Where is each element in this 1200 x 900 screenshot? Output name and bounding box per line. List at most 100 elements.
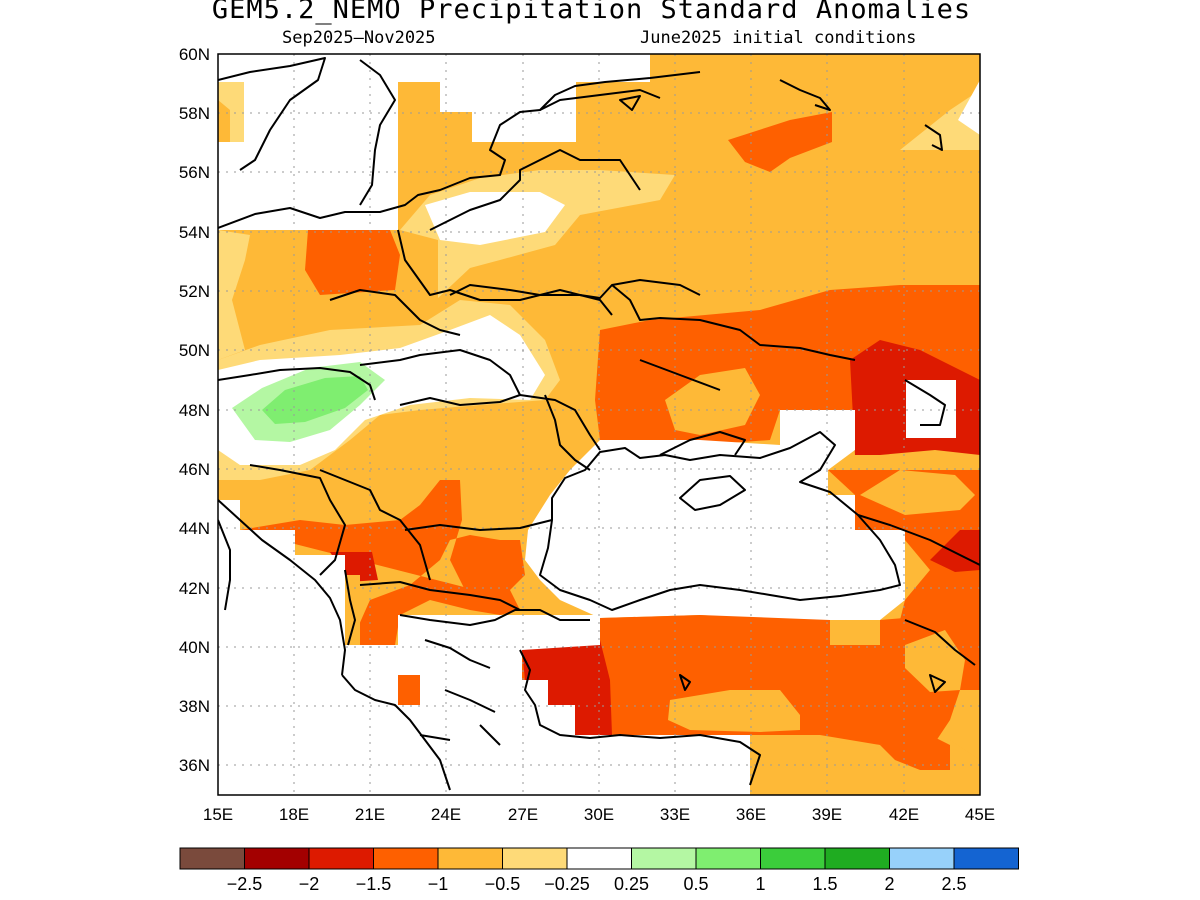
- lat-tick-label: 58N: [179, 104, 210, 123]
- legend-label: −0.25: [544, 874, 590, 894]
- map-title: GEM5.2_NEMO Precipitation Standard Anoma…: [211, 0, 972, 25]
- aegean-north: [399, 609, 590, 626]
- legend-swatch: [695, 847, 761, 870]
- adriatic-east: [218, 499, 346, 676]
- legend-swatch: [953, 847, 1019, 870]
- cyprus-lakes: [679, 674, 946, 693]
- legend-label: −2.5: [227, 874, 263, 894]
- region-hungary-green: [262, 376, 368, 424]
- crimea: [679, 475, 746, 511]
- border-caucasus: [857, 514, 980, 566]
- anomaly-field: [218, 54, 980, 795]
- legend-label: −1: [428, 874, 449, 894]
- lat-axis-labels: 60N 58N 56N 54N 52N 50N 48N 46N 44N 42N …: [179, 45, 210, 775]
- lon-tick-label: 15E: [203, 805, 233, 824]
- volga: [639, 359, 721, 391]
- legend-swatch: [631, 847, 697, 870]
- lat-tick-label: 56N: [179, 163, 210, 182]
- color-legend: −2.5 −2 −1.5 −1 −0.5 −0.25 0.25 0.5 1 1.5 2 2.5: [179, 847, 1019, 894]
- border-romania-bulgaria: [404, 519, 553, 531]
- border-turkey-east: [904, 619, 976, 666]
- border-albania: [344, 569, 356, 646]
- legend-swatch: [179, 847, 245, 870]
- region-southeast-orange: [880, 735, 950, 770]
- greece-coast: [341, 674, 451, 791]
- region-scandinavia-light: [218, 82, 244, 142]
- legend-label: 2: [884, 874, 894, 894]
- region-turkey-red: [522, 640, 612, 735]
- legend-label: 0.25: [614, 874, 649, 894]
- legend-label: 0.5: [683, 874, 708, 894]
- region-northeast-light: [900, 90, 980, 150]
- legend-swatch: [824, 847, 890, 870]
- greek-islands: [419, 639, 501, 746]
- lon-tick-label: 18E: [279, 805, 309, 824]
- region-western-light: [218, 230, 250, 360]
- region-northeast-white: [958, 80, 980, 135]
- border-romania-moldova: [544, 394, 591, 471]
- white-sea: [779, 79, 831, 111]
- border-bulgaria-greece: [359, 581, 521, 611]
- region-caucasus-light: [860, 470, 975, 515]
- region-baltic-white: [218, 54, 650, 230]
- legend-label: −1.5: [356, 874, 392, 894]
- lon-tick-label: 39E: [812, 805, 842, 824]
- region-turkey-light: [668, 690, 800, 732]
- legend-swatch: [502, 847, 568, 870]
- lat-tick-label: 50N: [179, 341, 210, 360]
- region-caucasus-red: [930, 530, 980, 572]
- lon-axis-labels: 15E 18E 21E 24E 27E 30E 33E 36E 39E 42E …: [203, 805, 995, 824]
- border-slovakia-hungary: [359, 349, 521, 396]
- border-serbia: [319, 469, 431, 581]
- region-germany-orange: [305, 230, 400, 295]
- legend-swatch: [889, 847, 955, 870]
- map-frame: [217, 53, 981, 796]
- scandinavia-coast: [218, 57, 326, 171]
- initial-conditions: June2025 initial conditions: [640, 28, 917, 48]
- river-south-russia: [904, 379, 946, 426]
- region-volga-white: [906, 380, 956, 438]
- region-turkey-orange: [522, 615, 980, 750]
- gulf-of-finland: [539, 89, 661, 111]
- border-croatia-bosnia: [249, 464, 346, 576]
- lat-tick-label: 36N: [179, 756, 210, 775]
- region-greece-orange: [398, 675, 420, 705]
- lon-tick-label: 33E: [660, 805, 690, 824]
- legend-swatch: [566, 847, 632, 870]
- lon-tick-label: 42E: [889, 805, 919, 824]
- region-ukraine-light: [665, 368, 760, 435]
- lat-tick-label: 48N: [179, 401, 210, 420]
- region-moscow-orange: [728, 112, 832, 172]
- border-hungary-romania: [399, 394, 601, 451]
- lat-tick-label: 46N: [179, 460, 210, 479]
- baltic-coast: [218, 71, 701, 229]
- lat-tick-label: 38N: [179, 697, 210, 716]
- lon-tick-label: 24E: [431, 805, 461, 824]
- lat-tick-label: 52N: [179, 282, 210, 301]
- gridlines: [218, 54, 980, 795]
- forecast-period: Sep2025–Nov2025: [282, 28, 436, 48]
- lat-tick-label: 44N: [179, 519, 210, 538]
- lat-tick-label: 60N: [179, 45, 210, 64]
- legend-label: 1.5: [812, 874, 837, 894]
- legend-swatch: [373, 847, 439, 870]
- region-balkans-orange: [240, 480, 525, 645]
- italy-coast: [218, 519, 231, 611]
- lon-tick-label: 36E: [736, 805, 766, 824]
- lake-ne: [924, 124, 943, 151]
- lat-tick-label: 54N: [179, 223, 210, 242]
- black-sea-coastline: [539, 431, 901, 611]
- region-aegean-white: [218, 615, 750, 795]
- lon-tick-label: 27E: [508, 805, 538, 824]
- sweden-coast: [359, 59, 396, 206]
- border-austria-hungary: [218, 367, 376, 401]
- legend-swatch: [437, 847, 503, 870]
- lat-tick-label: 40N: [179, 638, 210, 657]
- legend-label: 2.5: [941, 874, 966, 894]
- lon-tick-label: 45E: [965, 805, 995, 824]
- legend-label: −0.5: [485, 874, 521, 894]
- legend-label: −2: [299, 874, 320, 894]
- legend-swatch: [308, 847, 374, 870]
- lat-tick-label: 42N: [179, 579, 210, 598]
